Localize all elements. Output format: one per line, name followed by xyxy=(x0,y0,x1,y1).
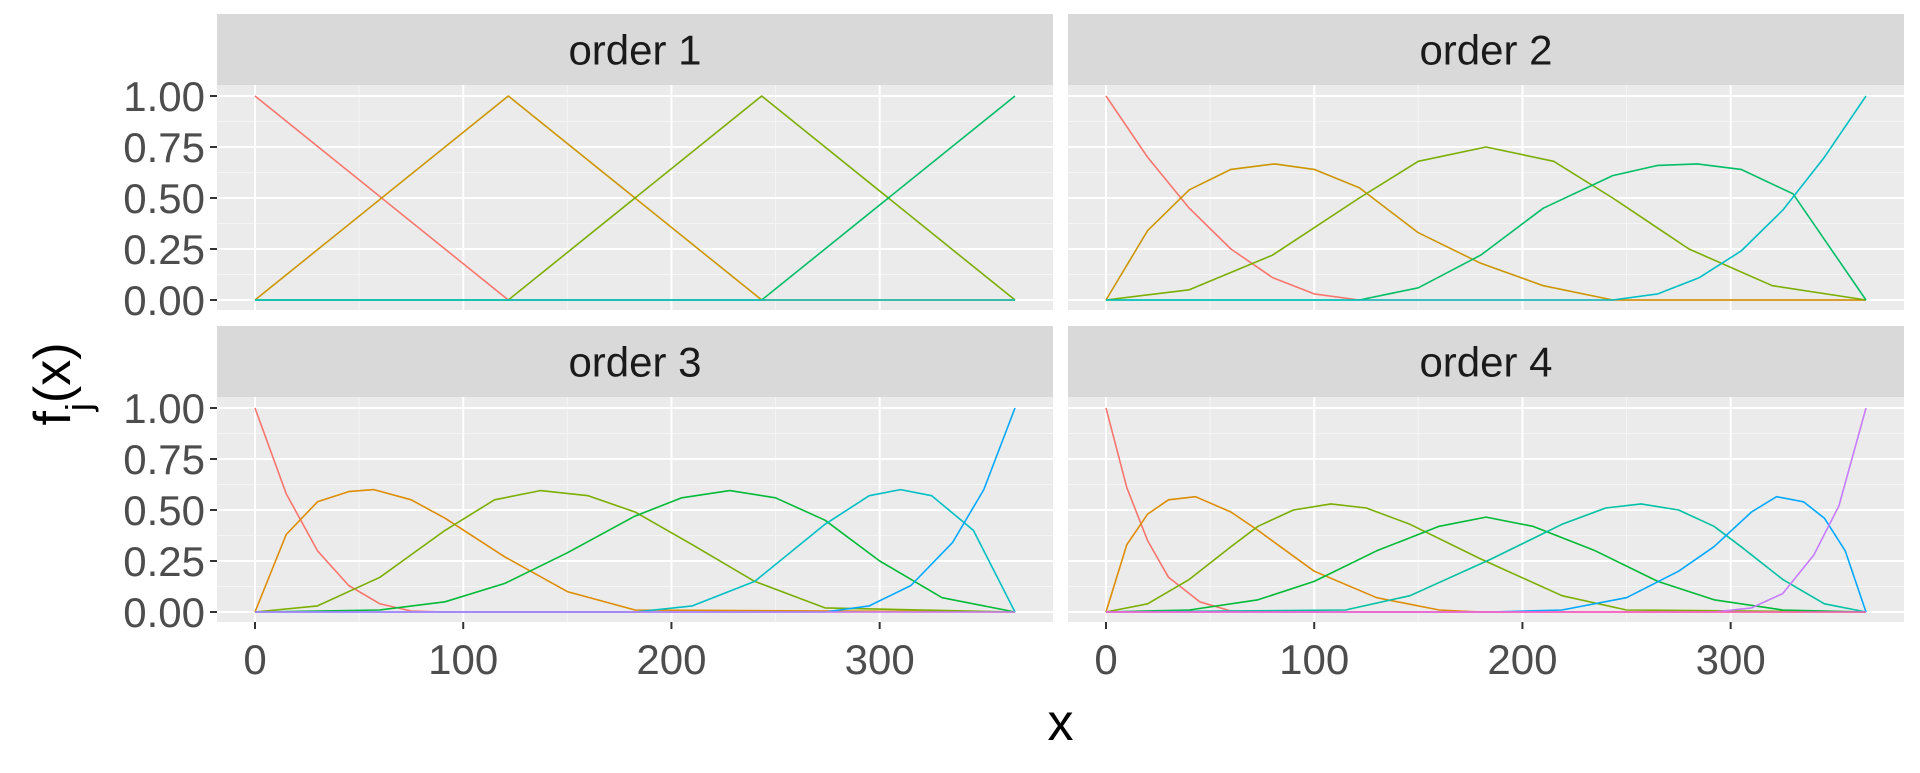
x-tick-label: 300 xyxy=(845,636,915,683)
panel-3: order 3 0.000.250.500.751.00 0 100 200 300 xyxy=(123,326,1053,683)
facet-title: order 3 xyxy=(568,339,701,386)
y-axis-title: fj(x) xyxy=(24,342,99,425)
series-line-2 xyxy=(1105,495,1866,613)
y-tick-label: 0.25 xyxy=(123,226,205,273)
x-tick-label: 100 xyxy=(1279,636,1349,683)
panel-4: order 4 0 100 200 300 xyxy=(1068,326,1904,683)
y-tick-label: 1.00 xyxy=(123,73,205,120)
y-tick-label: 0.00 xyxy=(123,589,205,636)
facet-strip xyxy=(217,14,1053,85)
series-line-5 xyxy=(1106,95,1867,301)
facet-title: order 2 xyxy=(1419,27,1552,74)
x-tick-label: 0 xyxy=(1094,636,1117,683)
series-line-2 xyxy=(254,488,1016,613)
series-line-3 xyxy=(1105,146,1867,301)
x-tick-label: 0 xyxy=(243,636,266,683)
y-tick-label: 0.50 xyxy=(123,175,205,222)
facet-title: order 1 xyxy=(568,27,701,74)
x-tick-label: 200 xyxy=(1487,636,1557,683)
panel-2: order 2 xyxy=(1068,14,1904,310)
x-axis-title: x xyxy=(1048,694,1074,752)
series-line-2 xyxy=(1105,163,1866,301)
facet-strip xyxy=(1068,326,1904,397)
y-tick-label: 0.75 xyxy=(123,124,205,171)
y-tick-label: 0.75 xyxy=(123,436,205,483)
facet-strip xyxy=(1068,14,1904,85)
y-tick-label: 0.25 xyxy=(123,538,205,585)
series-line-4 xyxy=(1105,516,1867,613)
facet-title: order 4 xyxy=(1419,339,1552,386)
facet-strip xyxy=(217,326,1053,397)
y-tick-label: 0.00 xyxy=(123,277,205,324)
series-line-6 xyxy=(1106,495,1867,613)
y-tick-label: 0.50 xyxy=(123,487,205,534)
series-line-5 xyxy=(255,488,1016,613)
series-line-4 xyxy=(254,489,1016,613)
series-line-4 xyxy=(1106,163,1867,301)
x-tick-label: 100 xyxy=(428,636,498,683)
series-line-5 xyxy=(1105,503,1867,613)
panel-1: order 1 0.000.250.500.751.00 xyxy=(123,14,1053,324)
y-tick-label: 1.00 xyxy=(123,385,205,432)
series-line-3 xyxy=(254,489,1016,613)
series-line-3 xyxy=(1105,503,1867,613)
x-tick-label: 300 xyxy=(1696,636,1766,683)
x-tick-label: 200 xyxy=(636,636,706,683)
